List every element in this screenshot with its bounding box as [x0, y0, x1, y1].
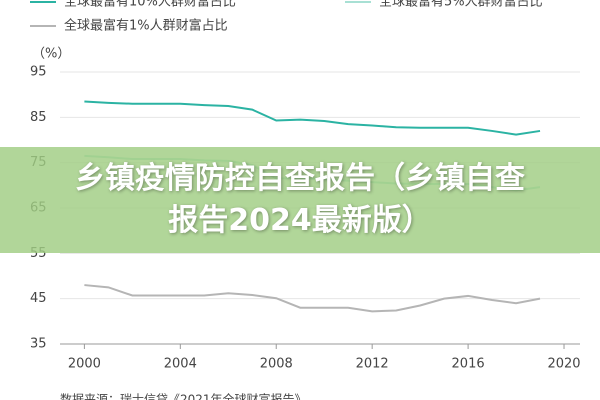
x-tick-label: 2012 [356, 357, 389, 372]
y-tick-label: 35 [30, 337, 47, 352]
source: 数据来源：瑞士信贷《2021年全球财富报告》 [60, 392, 307, 400]
legend-label: 全球最富有10%人群财富占比 [64, 0, 236, 10]
x-tick-label: 2004 [164, 357, 197, 372]
banner: 乡镇疫情防控自查报告（乡镇自查报告2024最新版） [0, 147, 600, 253]
x-tick-label: 2020 [547, 357, 580, 372]
series-line [84, 284, 541, 313]
x-tick-label: 2000 [68, 357, 101, 372]
y-tick-label: 95 [30, 65, 47, 80]
legend-label: 全球最富有5%人群财富占比 [379, 0, 543, 10]
series-line [84, 100, 541, 136]
y-tick-label: 45 [30, 291, 47, 306]
y-tick-label: 85 [30, 110, 47, 125]
x-tick-label: 2008 [260, 357, 293, 372]
x-tick-label: 2016 [452, 357, 485, 372]
banner-text: 乡镇疫情防控自查报告（乡镇自查报告2024最新版） [75, 161, 525, 238]
legend-label: 全球最富有1%人群财富占比 [64, 18, 228, 34]
y-axis-label: （%） [32, 47, 70, 62]
